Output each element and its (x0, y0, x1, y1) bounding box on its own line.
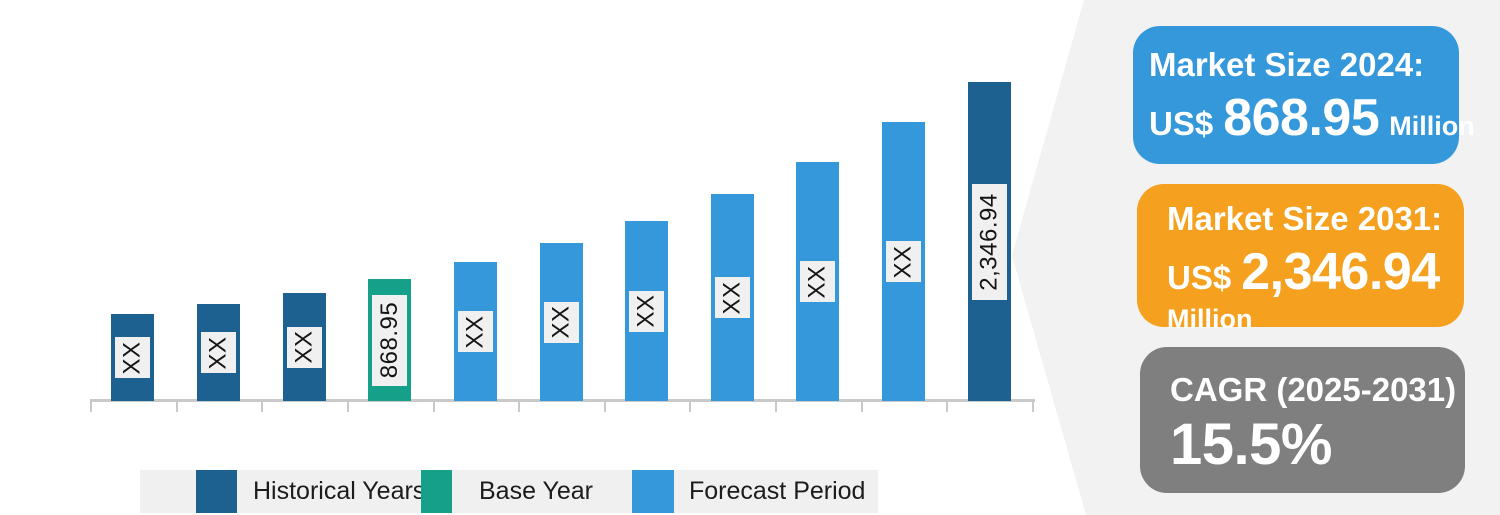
bar-4-base: 868.95 (368, 279, 412, 401)
axis-tick (346, 401, 349, 412)
plot-area: XX XX XX 868.95 XX XX XX XX XX XX 2,346.94 (90, 82, 1035, 412)
bar-2-historical: XX (196, 304, 240, 401)
card-2024-currency: US$ (1149, 105, 1214, 142)
axis-tick (518, 401, 521, 412)
bar-value-label: XX (886, 241, 922, 282)
axis-tick (603, 401, 606, 412)
legend-label-historical-years: Historical Years (253, 477, 426, 505)
axis-tick (946, 401, 949, 412)
card-cagr-value: 15.5% (1170, 412, 1332, 477)
bar-8-forecast: XX (710, 194, 754, 401)
legend-swatch-historical-years (196, 470, 237, 513)
bar-value-label: 2,346.94 (971, 183, 1007, 300)
bar-11-forecast: 2,346.94 (967, 82, 1011, 401)
card-market-size-2024: Market Size 2024: US$ 868.95 Million (1133, 26, 1475, 164)
bar-1-historical: XX (111, 314, 155, 401)
bar-value-label: 868.95 (372, 294, 408, 386)
legend-label-forecast-period: Forecast Period (689, 477, 866, 505)
bar-9-forecast: XX (796, 162, 840, 401)
card-2031-unit: Million (1167, 304, 1253, 334)
card-2031-value: 2,346.94 (1241, 243, 1440, 301)
axis-tick (1032, 401, 1035, 412)
bar-7-forecast: XX (625, 221, 669, 401)
bar-value-label: XX (200, 332, 236, 373)
legend-label-base-year: Base Year (479, 477, 593, 505)
card-2024-unit: Million (1389, 111, 1475, 141)
axis-tick (90, 401, 92, 412)
axis-tick (261, 401, 264, 412)
axis-tick (175, 401, 178, 412)
bar-value-label: XX (629, 290, 665, 332)
bar-value-label: XX (115, 337, 151, 378)
legend-strip: Historical Years Base Year Forecast Period (140, 470, 878, 513)
axis-tick (860, 401, 863, 412)
legend-swatch-base-year (421, 470, 452, 513)
bar-value-label: XX (543, 301, 579, 343)
card-cagr-title: CAGR (2025-2031) (1170, 371, 1457, 408)
bar-10-forecast: XX (882, 122, 926, 401)
legend-swatch-forecast-period (632, 470, 674, 513)
card-2024-value: 868.95 (1223, 89, 1380, 147)
bar-value-label: XX (714, 277, 750, 318)
card-2031-currency: US$ (1167, 259, 1232, 296)
axis-tick (689, 401, 692, 412)
bar-value-label: XX (457, 311, 493, 352)
card-market-size-2031: Market Size 2031: US$ 2,346.94 Million (1137, 184, 1464, 334)
card-2024-title: Market Size 2024: (1149, 46, 1425, 83)
card-2031-title: Market Size 2031: (1167, 200, 1443, 237)
bar-6-forecast: XX (539, 243, 583, 401)
bar-value-label: XX (800, 261, 836, 302)
bar-value-label: XX (286, 326, 322, 368)
axis-tick (775, 401, 778, 412)
bar-3-historical: XX (282, 293, 326, 401)
card-cagr: CAGR (2025-2031) 15.5% (1140, 347, 1465, 493)
bar-5-forecast: XX (453, 262, 497, 401)
axis-tick (432, 401, 435, 412)
